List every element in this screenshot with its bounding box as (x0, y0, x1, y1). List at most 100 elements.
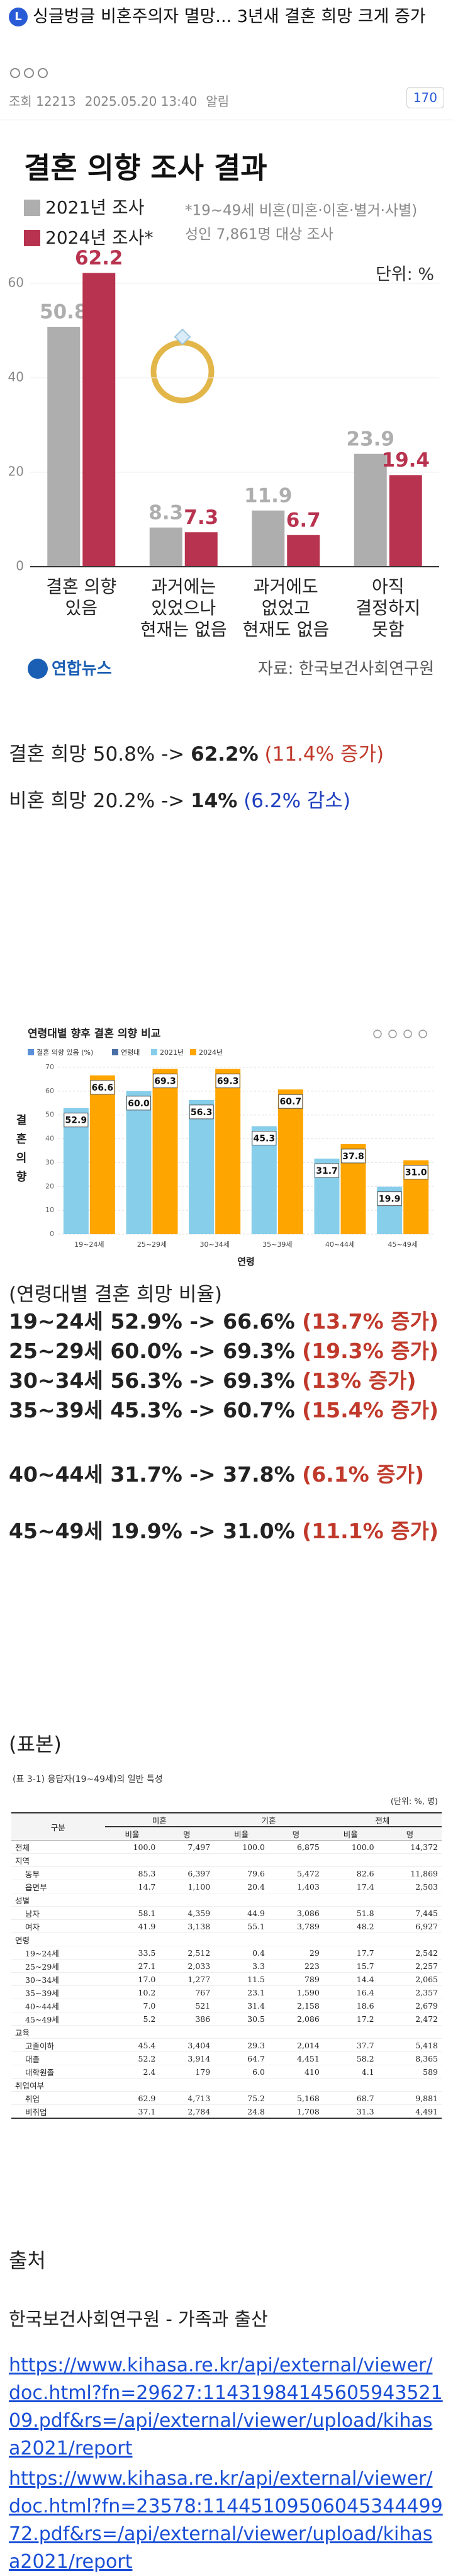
table: 구분 미혼 기혼 전체 비율 명 비율 명 비율 명 전체 100.0 7,497 100.0 6,875 1… (11, 1812, 442, 2119)
change-note: (11.1% 증가) (294, 1519, 439, 1543)
row-label: 동부 (11, 1866, 105, 1880)
table-row: 지역 (11, 1853, 442, 1867)
date: 2025.05.20 13:40 (84, 94, 198, 109)
x-tick-label: 25~29세 (137, 1240, 167, 1249)
data-label: 52.9 (65, 1116, 87, 1126)
legend-filter[interactable]: 결혼 의향 있음 (%) (36, 1048, 93, 1057)
table-cell: 2,065 (378, 1972, 442, 1986)
table-row: 전체 100.0 7,497 100.0 6,875 100.0 14,372 (11, 1840, 442, 1854)
y-tick-label: 0 (50, 1230, 54, 1238)
x-tick-label: 과거에는 있었으나 현재는 없음 (140, 576, 227, 640)
text: 19~24세 52.9% -> 66.6% (9, 1309, 295, 1334)
table-cell: 85.3 (104, 1866, 160, 1880)
table-cell: 2,033 (159, 1959, 215, 1973)
x-tick-label: 과거에도 없었고 현재도 없음 (242, 576, 329, 640)
bar (277, 1089, 303, 1234)
header-cell: 기혼 (214, 1812, 323, 1827)
table-unit: (단위: %, 명) (390, 1797, 438, 1807)
bar (189, 1099, 215, 1234)
data-label: 45.3 (254, 1134, 276, 1144)
table-cell: 16.4 (323, 1985, 378, 1999)
text: 25~29세 60.0% -> 69.3% (9, 1339, 295, 1363)
text: 45~49세 19.9% -> 31.0% (9, 1519, 295, 1543)
table-cell: 75.2 (214, 2091, 269, 2105)
y-tick-label: 50 (45, 1111, 54, 1119)
table-row: 45~49세 5.2 386 30.5 2,086 17.2 2,472 (11, 2012, 442, 2026)
table-cell: 5,472 (269, 1866, 323, 1880)
label-box (315, 1163, 339, 1178)
icon[interactable] (24, 68, 34, 78)
table-cell: 6,397 (159, 1866, 215, 1880)
table-cell: 41.9 (104, 1919, 160, 1933)
y-tick-label: 40 (8, 370, 24, 385)
toolbar-icon[interactable] (403, 1030, 412, 1038)
icon[interactable] (38, 68, 48, 78)
data-label: 66.6 (92, 1083, 114, 1093)
table-cell: 82.6 (323, 1866, 378, 1880)
y-tick-label: 20 (45, 1182, 54, 1190)
change-note: (11.4% 증가) (258, 743, 384, 766)
text-line: 45~49세 19.9% -> 31.0% (11.1% 증가) (9, 1514, 449, 1545)
bar (47, 327, 81, 567)
table-cell: 58.1 (104, 1906, 160, 1920)
row-label: 비취업 (11, 2104, 105, 2119)
header-row: 구분 미혼 기혼 전체 (11, 1812, 442, 1841)
row-label: 취업 (11, 2091, 105, 2105)
table-cell: 1,277 (159, 1972, 215, 1986)
table-cell: 4,491 (378, 2104, 442, 2119)
table-cell: 2,784 (159, 2104, 215, 2119)
table-cell: 223 (269, 1959, 323, 1973)
toolbar-icon[interactable] (373, 1030, 382, 1038)
row-label: 취업여부 (11, 2078, 442, 2092)
data-label: 37.8 (342, 1152, 364, 1162)
emphasis: 62.2% (191, 743, 259, 766)
change-note: (13.7% 증가) (294, 1309, 439, 1334)
table-cell: 7,445 (378, 1906, 442, 1920)
x-axis-label: 연령 (237, 1256, 255, 1268)
table-cell: 30.5 (214, 2012, 269, 2026)
toolbar-icon[interactable] (388, 1030, 397, 1038)
icon[interactable] (10, 68, 20, 78)
subheader-cell: 명 (159, 1826, 215, 1841)
data-label: 60.7 (280, 1097, 302, 1107)
table-cell: 100.0 (214, 1840, 269, 1854)
table-cell: 3,914 (159, 2051, 215, 2065)
source-link[interactable]: https://www.kihasa.re.kr/api/external/vi… (9, 2354, 443, 2460)
comment-count[interactable]: 170 (406, 87, 444, 108)
table-cell: 3,138 (159, 1919, 215, 1933)
table-cell: 2,679 (378, 1999, 442, 2012)
bar (149, 527, 182, 567)
text-line: 비혼 희망 20.2% -> 14% (6.2% 감소) (9, 785, 449, 813)
table-cell: 51.8 (323, 1906, 378, 1920)
x-tick-label: 40~44세 (325, 1240, 355, 1249)
table-cell: 4,359 (159, 1906, 215, 1920)
x-tick-label: 45~49세 (388, 1240, 417, 1249)
table-cell: 10.2 (104, 1985, 160, 1999)
toolbar-icon[interactable] (418, 1030, 427, 1038)
x-tick-label: 35~39세 (262, 1240, 292, 1249)
legend-swatch (28, 1049, 34, 1055)
data-label: 69.3 (154, 1077, 176, 1087)
alert[interactable]: 알림 (206, 94, 230, 109)
change-note: (15.4% 증가) (294, 1398, 439, 1422)
legend-label: 2024년 (199, 1048, 223, 1057)
source-link[interactable]: https://www.kihasa.re.kr/api/external/vi… (9, 2468, 443, 2573)
legend-swatch (24, 200, 40, 216)
table-cell: 58.2 (323, 2051, 378, 2065)
row-label: 35~39세 (11, 1985, 105, 1999)
data-label: 31.0 (405, 1168, 427, 1178)
table-cell: 27.1 (104, 1959, 160, 1973)
table-cell: 29.3 (214, 2038, 269, 2052)
legend-swatch (112, 1049, 118, 1055)
label-box (215, 1074, 240, 1089)
bar (82, 273, 116, 567)
table-row: 교육 (11, 2025, 442, 2039)
legend-label: 2024년 조사* (45, 227, 153, 248)
data-label: 8.3 (148, 501, 183, 524)
chart-image: 결혼 의향 조사 결과 2021년 조사 2024년 조사* *19~49세 비혼(미… (0, 129, 453, 705)
label-box (252, 1131, 277, 1146)
x-tick-label: 아직 결정하지 못함 (355, 576, 420, 640)
table-cell: 3.3 (214, 1959, 269, 1973)
table-cell: 37.1 (104, 2104, 160, 2119)
table-cell: 11.5 (214, 1972, 269, 1986)
